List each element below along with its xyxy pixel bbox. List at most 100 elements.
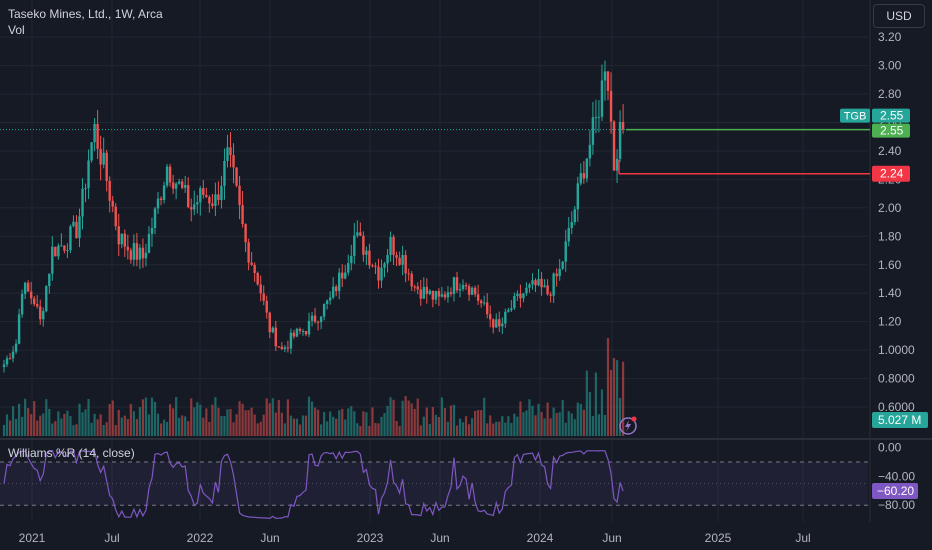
volume-bar — [507, 416, 510, 436]
volume-bar — [256, 423, 259, 436]
volume-bar — [120, 417, 123, 436]
volume-bar — [371, 407, 374, 436]
williams-r-legend[interactable]: Williams %R (14, close) — [8, 446, 135, 460]
candle-body — [310, 315, 314, 321]
candle-body — [265, 300, 268, 313]
volume-bar — [570, 413, 573, 436]
candle-body — [549, 294, 552, 296]
last-price-tag-bg — [872, 108, 910, 123]
volume-bar — [33, 401, 36, 436]
candle-body — [362, 235, 365, 255]
y-axis-tick-label: 2.80 — [878, 87, 902, 101]
volume-tag: 5.027 M — [878, 413, 921, 427]
candle-body — [72, 221, 75, 227]
candle-body — [156, 198, 160, 209]
candle-body — [531, 280, 534, 285]
volume-bar — [223, 415, 226, 436]
symbol-title[interactable]: Taseko Mines, Ltd., 1W, Arca — [8, 7, 163, 21]
volume-bar — [573, 419, 576, 436]
candle-body — [202, 188, 205, 195]
candle-body — [516, 293, 519, 296]
candle-body — [401, 255, 404, 265]
symbol-tag: TGB — [844, 111, 867, 123]
x-axis-tick-label: Jul — [795, 531, 810, 545]
volume-bar — [193, 407, 196, 436]
volume-bar — [78, 403, 81, 436]
volume-bar — [407, 400, 410, 436]
volume-bar — [54, 421, 57, 436]
candle-body — [129, 250, 133, 260]
candle-body — [57, 245, 60, 257]
candle-body — [540, 278, 543, 288]
volume-bar — [531, 405, 534, 436]
volume-bar — [537, 403, 540, 436]
candle-body — [93, 123, 96, 143]
volume-bar — [477, 410, 480, 436]
flash-icon — [619, 417, 637, 435]
volume-bar — [147, 414, 151, 436]
candle-body — [29, 291, 33, 299]
volume-bar — [576, 402, 579, 436]
volume-legend[interactable]: Vol — [8, 23, 25, 37]
candle-body — [567, 227, 570, 242]
volume-bar — [27, 408, 30, 436]
candle-body — [597, 116, 601, 118]
volume-bar — [326, 421, 329, 436]
candle-body — [78, 216, 81, 239]
candle-body — [205, 194, 208, 198]
candle-body — [331, 286, 335, 298]
candle-body — [416, 286, 419, 290]
volume-bar — [63, 413, 66, 436]
volume-bar — [603, 414, 607, 436]
candle-body — [564, 241, 567, 262]
candle-body — [165, 166, 169, 186]
volume-bar — [461, 422, 465, 436]
candle-body — [443, 294, 447, 298]
volume-bar — [274, 412, 277, 436]
last-price-line-tag-bg — [872, 123, 910, 138]
volume-bar — [5, 414, 9, 436]
volume-bar — [609, 370, 613, 436]
candle-body — [23, 282, 27, 294]
candle-body — [431, 290, 435, 300]
candle-body — [335, 286, 338, 292]
currency-button[interactable]: USD — [873, 4, 925, 28]
y-axis-tick-label: 0.6000 — [878, 400, 915, 414]
volume-bar — [332, 416, 335, 436]
candle-body — [274, 327, 277, 347]
x-axis-tick-label: Jun — [260, 531, 279, 545]
volume-bar — [467, 424, 471, 436]
volume-bar — [211, 404, 214, 436]
volume-bar — [380, 416, 383, 436]
candle-body — [301, 331, 305, 333]
volume-bar — [455, 425, 459, 436]
candle-body — [289, 332, 293, 349]
volume-bar — [489, 415, 492, 436]
volume-bar — [2, 424, 6, 436]
wr-axis-tick-label: −40.00 — [878, 469, 915, 483]
volume-bar — [184, 416, 187, 436]
volume-bar — [93, 413, 96, 436]
volume-bar — [244, 410, 247, 436]
candle-body — [162, 185, 166, 200]
volume-bar — [84, 409, 87, 436]
candle-body — [455, 277, 459, 291]
volume-bar — [265, 398, 268, 436]
candle-body — [582, 173, 586, 179]
candle-body — [615, 158, 619, 171]
candle-body — [51, 246, 54, 274]
volume-bar — [443, 408, 447, 436]
volume-bar — [452, 404, 456, 436]
candle-body — [437, 291, 441, 297]
volume-bar — [404, 396, 407, 436]
candle-body — [507, 309, 510, 312]
candle-body — [60, 245, 63, 247]
volume-bar — [304, 415, 308, 436]
volume-bar — [513, 413, 516, 436]
candle-body — [295, 328, 299, 337]
volume-bar — [458, 418, 462, 436]
volume-bar — [292, 418, 296, 436]
candle-body — [558, 268, 561, 277]
candle-body — [576, 183, 579, 210]
